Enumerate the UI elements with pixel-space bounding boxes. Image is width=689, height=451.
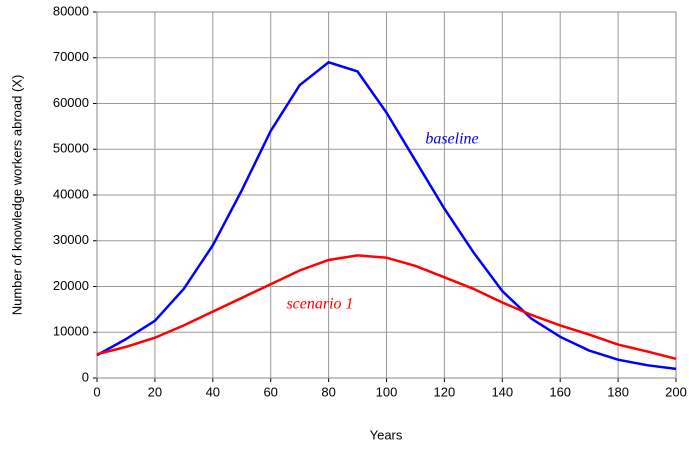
y-tick-label: 30000 [53, 232, 89, 247]
x-tick-label: 100 [376, 384, 398, 399]
x-tick-label: 120 [434, 384, 456, 399]
series-label: scenario 1 [286, 296, 353, 313]
y-tick-label: 80000 [53, 3, 89, 18]
x-tick-label: 80 [321, 384, 335, 399]
x-tick-label: 20 [148, 384, 162, 399]
y-tick-label: 60000 [53, 95, 89, 110]
x-tick-label: 60 [263, 384, 277, 399]
series-label: baseline [425, 131, 478, 148]
plot-frame [96, 11, 677, 379]
y-tick-label: 40000 [53, 186, 89, 201]
x-axis-title: Years [370, 427, 403, 442]
y-tick-label: 20000 [53, 278, 89, 293]
y-tick-label: 70000 [53, 49, 89, 64]
y-axis-title: Number of knowledge workers abroad (X) [9, 75, 24, 316]
x-tick-label: 200 [665, 384, 687, 399]
x-tick-label: 40 [206, 384, 220, 399]
x-tick-label: 180 [607, 384, 629, 399]
y-tick-label: 0 [82, 369, 89, 384]
series-line [96, 254, 677, 360]
x-tick-label: 160 [549, 384, 571, 399]
y-tick-label: 50000 [53, 141, 89, 156]
series-line [96, 60, 677, 371]
x-tick-label: 140 [491, 384, 513, 399]
y-tick-label: 10000 [53, 324, 89, 339]
x-tick-label: 0 [93, 384, 100, 399]
